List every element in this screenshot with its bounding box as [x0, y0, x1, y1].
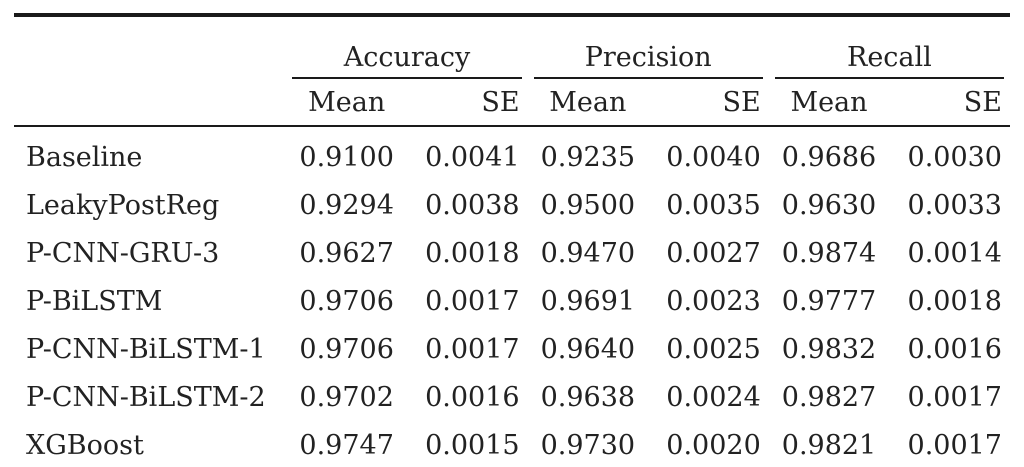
group-header-precision: Precision [527, 15, 769, 79]
se-value-cell: 0.0023 [666, 285, 761, 317]
se-value-cell: 0.0020 [648, 421, 769, 467]
table-body: Baseline 0.9100 0.0041 0.9235 0.0040 0.9686 0.… [14, 126, 1010, 467]
mean-value-cell: 0.9777 [781, 285, 877, 317]
mean-value-cell: 0.9630 [781, 189, 877, 221]
mean-value-cell: 0.9730 [527, 421, 649, 467]
mean-value-cell: 0.9691 [540, 285, 636, 317]
se-value-cell: 0.0016 [425, 381, 520, 413]
mean-value-cell: 0.9500 [540, 189, 636, 221]
model-name-cell: Baseline [26, 141, 143, 173]
table-row: Baseline 0.9100 0.0041 0.9235 0.0040 0.9686 0.… [14, 126, 1010, 181]
mean-value-cell: 0.9100 [299, 141, 394, 173]
se-value-cell: 0.0024 [666, 381, 761, 413]
mean-value-cell: 0.9706 [299, 333, 394, 365]
table-header: Accuracy Precision Recall Mean SE Mean S… [14, 15, 1010, 127]
mean-value-cell: 0.9235 [540, 141, 636, 173]
subheader-precision-mean: Mean [527, 79, 649, 127]
se-value-cell: 0.0025 [666, 333, 761, 365]
mean-value-cell: 0.9832 [781, 333, 877, 365]
se-value-cell: 0.0015 [406, 421, 528, 467]
se-value-cell: 0.0038 [425, 189, 520, 221]
results-table: Accuracy Precision Recall Mean SE Mean S… [14, 13, 1010, 467]
stat-subheader-row: Mean SE Mean SE Mean SE [14, 79, 1010, 127]
subheader-blank [14, 79, 287, 127]
table-row: P-CNN-BiLSTM-1 0.9706 0.0017 0.9640 0.0025 0.… [14, 325, 1010, 373]
se-value-cell: 0.0017 [889, 421, 1010, 467]
mean-value-cell: 0.9821 [768, 421, 890, 467]
subheader-recall-se: SE [889, 79, 1010, 127]
se-value-cell: 0.0035 [666, 189, 761, 221]
mean-value-cell: 0.9470 [540, 237, 636, 269]
se-value-cell: 0.0033 [907, 189, 1002, 221]
model-name-cell: P-CNN-GRU-3 [26, 237, 220, 269]
metric-group-row: Accuracy Precision Recall [14, 15, 1010, 79]
corner-cell [14, 15, 286, 79]
se-value-cell: 0.0017 [907, 381, 1002, 413]
table-row: LeakyPostReg 0.9294 0.0038 0.9500 0.0035 0.96… [14, 181, 1010, 229]
table-row: P-BiLSTM 0.9706 0.0017 0.9691 0.0023 0.9777 0.… [14, 277, 1010, 325]
group-header-accuracy: Accuracy [286, 15, 528, 79]
table-row: P-CNN-GRU-3 0.9627 0.0018 0.9470 0.0027 0.987… [14, 229, 1010, 277]
model-name-cell: XGBoost [14, 421, 287, 467]
mean-value-cell: 0.9874 [781, 237, 877, 269]
table-row: P-CNN-BiLSTM-2 0.9702 0.0016 0.9638 0.0024 0.… [14, 373, 1010, 421]
mean-value-cell: 0.9638 [540, 381, 636, 413]
se-value-cell: 0.0030 [907, 141, 1002, 173]
se-value-cell: 0.0017 [425, 333, 520, 365]
se-value-cell: 0.0014 [907, 237, 1002, 269]
se-value-cell: 0.0027 [666, 237, 761, 269]
mean-value-cell: 0.9294 [299, 189, 394, 221]
mean-value-cell: 0.9686 [781, 141, 877, 173]
mean-value-cell: 0.9702 [299, 381, 394, 413]
se-value-cell: 0.0041 [425, 141, 520, 173]
mean-value-cell: 0.9640 [540, 333, 636, 365]
subheader-accuracy-mean: Mean [286, 79, 407, 127]
model-name-cell: P-BiLSTM [26, 285, 163, 317]
model-name-cell: P-CNN-BiLSTM-1 [26, 333, 266, 365]
subheader-recall-mean: Mean [768, 79, 890, 127]
table-row: XGBoost 0.9747 0.0015 0.9730 0.0020 0.9821 0.0… [14, 421, 1010, 467]
subheader-precision-se: SE [648, 79, 769, 127]
subheader-accuracy-se: SE [406, 79, 528, 127]
mean-value-cell: 0.9627 [299, 237, 394, 269]
se-value-cell: 0.0018 [425, 237, 520, 269]
model-name-cell: LeakyPostReg [26, 189, 220, 221]
se-value-cell: 0.0018 [907, 285, 1002, 317]
mean-value-cell: 0.9747 [286, 421, 407, 467]
mean-value-cell: 0.9706 [299, 285, 394, 317]
se-value-cell: 0.0016 [907, 333, 1002, 365]
model-name-cell: P-CNN-BiLSTM-2 [26, 381, 266, 413]
group-header-recall: Recall [768, 15, 1010, 79]
mean-value-cell: 0.9827 [781, 381, 877, 413]
se-value-cell: 0.0017 [425, 285, 520, 317]
se-value-cell: 0.0040 [666, 141, 761, 173]
